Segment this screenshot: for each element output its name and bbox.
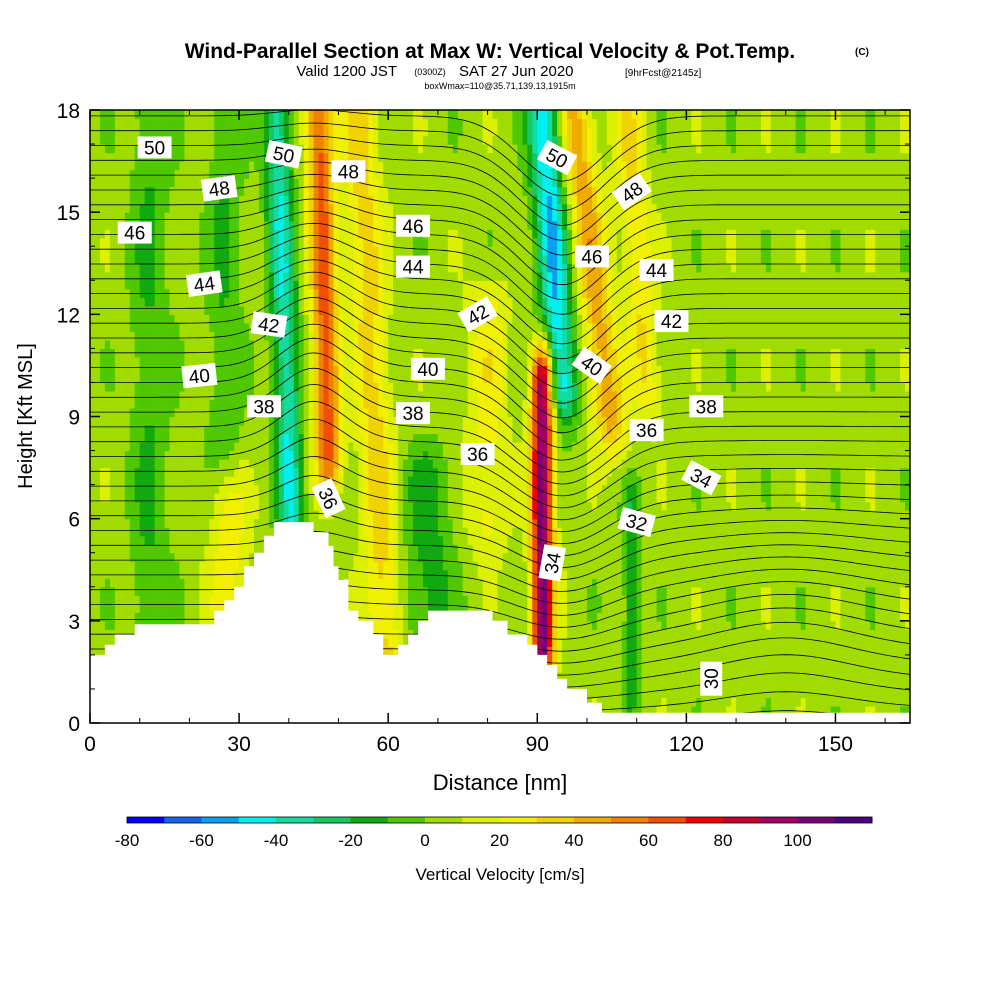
y-tick-label: 12 bbox=[57, 304, 80, 327]
y-tick-label: 9 bbox=[68, 407, 80, 430]
theta-label-text: 42 bbox=[661, 312, 682, 333]
theta-label-text: 44 bbox=[402, 258, 424, 279]
x-tick-label: 30 bbox=[227, 733, 250, 756]
colorbar-tick-label: 100 bbox=[783, 831, 811, 850]
theta-label-text: 34 bbox=[542, 551, 566, 576]
colorbar-swatch bbox=[276, 817, 314, 823]
colorbar-swatch bbox=[313, 817, 351, 823]
theta-label-text: 50 bbox=[144, 138, 165, 159]
theta-label: 46 bbox=[396, 215, 430, 238]
theta-label-text: 46 bbox=[581, 247, 602, 268]
colorbar-swatch bbox=[611, 817, 649, 823]
theta-label: 30 bbox=[700, 662, 723, 696]
theta-label: 44 bbox=[396, 256, 430, 279]
colorbar-tick-label: -20 bbox=[338, 831, 363, 850]
colorbar-swatch bbox=[388, 817, 426, 823]
colorbar-tick-label: -80 bbox=[115, 831, 140, 850]
colorbar-swatch bbox=[425, 817, 463, 823]
theta-label: 38 bbox=[689, 395, 723, 418]
colorbar: -80 -60 -40 -20 0 20 40 60 80 100 bbox=[115, 817, 873, 850]
theta-label: 36 bbox=[461, 443, 495, 466]
theta-label-text: 44 bbox=[193, 273, 217, 297]
colorbar-swatch bbox=[351, 817, 389, 823]
theta-label-text: 42 bbox=[257, 314, 281, 338]
forecast-info: [9hrFcst@2145z] bbox=[625, 68, 702, 79]
theta-label-text: 46 bbox=[402, 217, 423, 238]
chart-title: Wind-Parallel Section at Max W: Vertical… bbox=[185, 40, 796, 63]
x-tick-label: 0 bbox=[84, 733, 96, 756]
colorbar-tick-label: -60 bbox=[189, 831, 214, 850]
theta-label: 44 bbox=[640, 259, 674, 282]
colorbar-swatch bbox=[164, 817, 202, 823]
colorbar-swatch bbox=[239, 817, 277, 823]
theta-label: 50 bbox=[138, 136, 172, 159]
theta-label-text: 50 bbox=[271, 143, 296, 168]
x-tick-label: 120 bbox=[669, 733, 704, 756]
colorbar-swatch bbox=[500, 817, 538, 823]
colorbar-swatch bbox=[760, 817, 798, 823]
theta-label: 48 bbox=[331, 160, 365, 183]
colorbar-swatch bbox=[462, 817, 500, 823]
theta-label-text: 46 bbox=[124, 224, 145, 245]
x-tick-label: 150 bbox=[818, 733, 853, 756]
theta-label-text: 38 bbox=[696, 397, 717, 418]
colorbar-swatch bbox=[798, 817, 836, 823]
box-info: boxWmax=110@35.71,139.13,1915m bbox=[424, 81, 575, 91]
colorbar-swatch bbox=[723, 817, 761, 823]
y-axis-label: Height [Kft MSL] bbox=[15, 343, 37, 489]
valid-prefix: Valid 1200 JST bbox=[296, 63, 397, 80]
colorbar-tick-label: 40 bbox=[565, 831, 584, 850]
theta-label: 42 bbox=[250, 311, 287, 339]
colorbar-tick-label: 80 bbox=[714, 831, 733, 850]
theta-label: 42 bbox=[654, 310, 688, 333]
theta-label-text: 36 bbox=[467, 445, 488, 466]
x-tick-label: 60 bbox=[377, 733, 400, 756]
theta-label-text: 44 bbox=[646, 261, 668, 282]
colorbar-swatch bbox=[127, 817, 165, 823]
colorbar-tick-label: -40 bbox=[264, 831, 289, 850]
colorbar-swatch bbox=[202, 817, 240, 823]
theta-label-text: 30 bbox=[702, 668, 723, 689]
theta-label: 38 bbox=[396, 402, 430, 425]
colorbar-tick-label: 60 bbox=[639, 831, 658, 850]
theta-label-text: 36 bbox=[636, 421, 657, 442]
colorbar-swatch bbox=[537, 817, 575, 823]
theta-label-text: 40 bbox=[417, 360, 438, 381]
x-tick-label: 90 bbox=[526, 733, 549, 756]
colorbar-tick-label: 0 bbox=[420, 831, 429, 850]
y-tick-label: 3 bbox=[68, 611, 80, 634]
theta-label: 46 bbox=[575, 245, 609, 268]
y-tick-label: 15 bbox=[57, 202, 80, 225]
y-tick-label: 6 bbox=[68, 509, 80, 532]
theta-label-text: 38 bbox=[253, 397, 274, 418]
valid-date: SAT 27 Jun 2020 bbox=[459, 63, 574, 80]
theta-label: 40 bbox=[411, 358, 445, 381]
colorbar-label: Vertical Velocity [cm/s] bbox=[415, 865, 584, 884]
theta-label-text: 40 bbox=[188, 366, 211, 389]
theta-label-text: 38 bbox=[402, 404, 423, 425]
theta-label: 46 bbox=[118, 222, 152, 245]
theta-label-text: 48 bbox=[207, 178, 231, 202]
y-tick-label: 18 bbox=[57, 100, 80, 123]
colorbar-swatch bbox=[649, 817, 687, 823]
theta-label: 38 bbox=[247, 395, 281, 418]
copyright-mark: (C) bbox=[855, 47, 869, 58]
theta-label-text: 48 bbox=[338, 162, 359, 183]
x-axis-label: Distance [nm] bbox=[433, 770, 568, 795]
theta-label: 36 bbox=[630, 419, 664, 442]
colorbar-swatch bbox=[574, 817, 612, 823]
y-tick-label: 0 bbox=[68, 713, 80, 736]
colorbar-swatch bbox=[835, 817, 873, 823]
colorbar-tick-label: 20 bbox=[490, 831, 509, 850]
valid-utc: (0300Z) bbox=[414, 67, 446, 77]
colorbar-swatch bbox=[686, 817, 724, 823]
